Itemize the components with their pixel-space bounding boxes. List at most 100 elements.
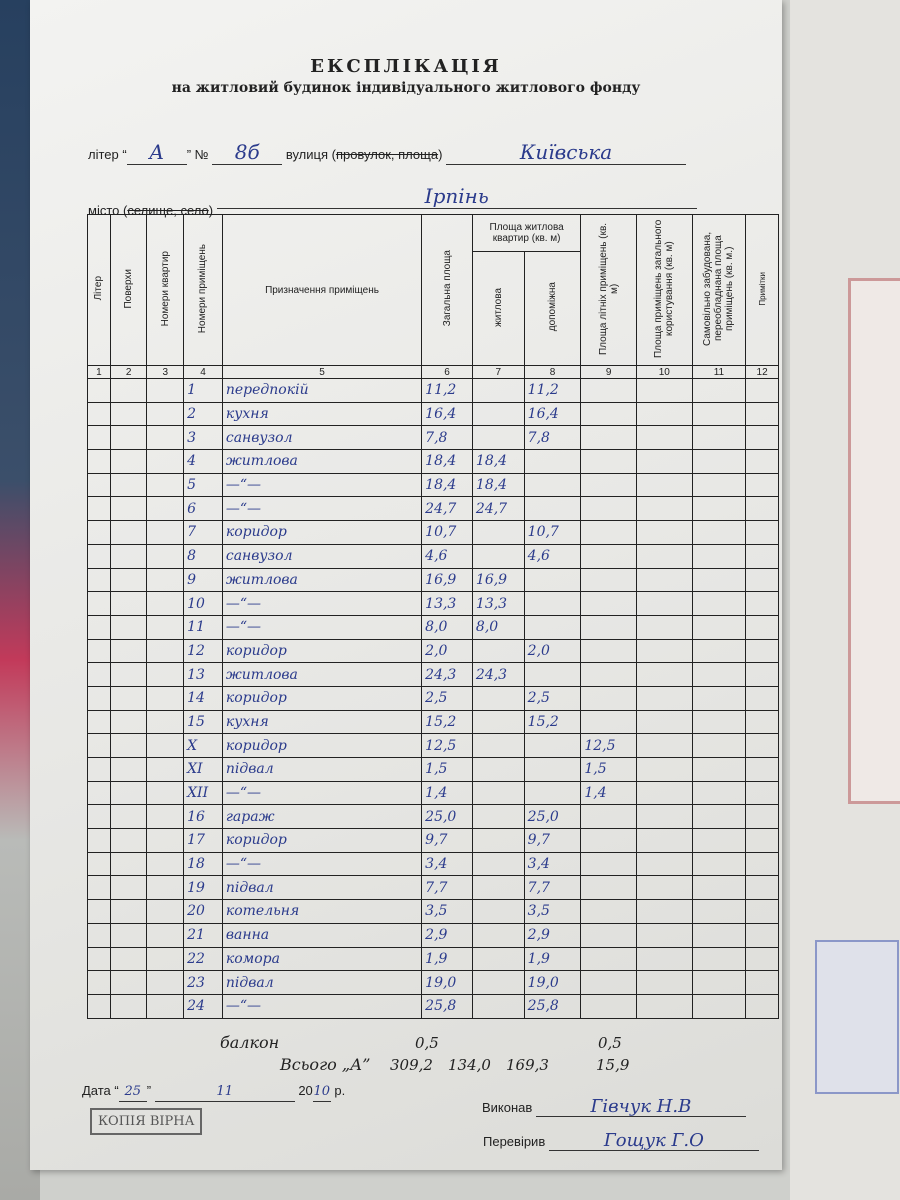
room-number: 12 <box>183 638 223 664</box>
empty-cell <box>87 496 111 522</box>
living-area <box>471 543 525 569</box>
empty-cell <box>691 875 747 901</box>
checked-label: Перевірив <box>483 1134 546 1149</box>
empty-cell <box>109 993 148 1019</box>
empty-cell <box>87 709 111 735</box>
empty-cell <box>87 922 111 948</box>
empty-cell <box>691 899 747 924</box>
room-purpose: кухня <box>221 709 423 735</box>
empty-cell <box>87 946 111 972</box>
empty-cell <box>109 733 148 758</box>
summer-area <box>580 638 638 664</box>
year-prefix: 20 <box>298 1083 313 1098</box>
empty-cell <box>109 899 148 924</box>
room-purpose: —“— <box>221 614 423 640</box>
summer-area <box>580 899 638 924</box>
empty-cell <box>691 804 747 830</box>
total-area: 8,0 <box>421 614 473 640</box>
year-value: 10 <box>312 1083 331 1102</box>
room-number: 15 <box>183 709 223 735</box>
date-label: Дата “ <box>82 1083 119 1098</box>
empty-cell <box>87 993 111 1019</box>
living-area <box>471 970 525 995</box>
empty-cell <box>745 378 779 403</box>
empty-cell <box>636 757 693 782</box>
empty-cell <box>109 709 148 735</box>
empty-cell <box>636 780 693 806</box>
total-area: 10,7 <box>421 520 473 545</box>
living-area <box>471 685 525 711</box>
col-header: Площа літніх приміщень (кв. м) <box>580 214 638 366</box>
table-row: 1 передпокій 11,2 11,2 <box>87 378 779 403</box>
empty-cell <box>636 946 693 972</box>
room-purpose: передпокій <box>221 378 423 403</box>
living-area: 16,9 <box>471 567 525 593</box>
empty-cell <box>636 828 693 853</box>
empty-cell <box>87 472 111 498</box>
auxiliary-area: 7,7 <box>523 875 582 901</box>
empty-cell <box>109 685 148 711</box>
auxiliary-area: 1,9 <box>523 946 582 972</box>
empty-cell <box>691 828 747 853</box>
empty-cell <box>87 733 111 758</box>
auxiliary-area: 19,0 <box>523 970 582 995</box>
table-row: 8 санвузол 4,6 4,6 <box>87 543 779 569</box>
total-area: 9,7 <box>421 828 473 853</box>
empty-cell <box>87 757 111 782</box>
empty-cell <box>745 946 779 972</box>
table-row: 11 —“— 8,0 8,0 <box>87 614 779 640</box>
date-month: 11 <box>154 1083 295 1102</box>
empty-cell <box>745 828 779 853</box>
empty-cell <box>691 709 747 735</box>
checked-by: Перевірив Гощук Г.О <box>483 1132 759 1151</box>
room-number: 22 <box>183 946 223 972</box>
empty-cell <box>146 496 185 522</box>
living-area <box>471 378 525 403</box>
auxiliary-area <box>523 733 582 758</box>
empty-cell <box>146 567 185 593</box>
table-row: 12 коридор 2,0 2,0 <box>87 638 779 664</box>
date-quote: ” <box>146 1083 152 1098</box>
total-area: 13,3 <box>421 591 473 616</box>
empty-cell <box>636 899 693 924</box>
copy-certified-stamp: КОПІЯ ВІРНА <box>90 1108 203 1135</box>
city-label-end: ) <box>208 203 214 218</box>
empty-cell <box>87 662 111 687</box>
auxiliary-area: 4,6 <box>523 543 582 569</box>
total-area: 4,6 <box>421 543 473 569</box>
number-value: 8б <box>212 140 283 165</box>
table-row: XI підвал 1,5 1,5 <box>87 757 779 782</box>
empty-cell <box>636 804 693 830</box>
auxiliary-area: 10,7 <box>523 520 582 545</box>
empty-cell <box>146 378 185 403</box>
table-row: XII —“— 1,4 1,4 <box>87 780 779 806</box>
living-area <box>471 757 525 782</box>
empty-cell <box>636 638 693 664</box>
living-area <box>471 875 525 901</box>
room-purpose: —“— <box>221 780 423 806</box>
table-row: 7 коридор 10,7 10,7 <box>87 520 779 545</box>
table-row: 20 котельня 3,5 3,5 <box>87 899 779 924</box>
total-area: 16,9 <box>421 567 473 593</box>
summer-area <box>580 472 638 498</box>
empty-cell <box>109 757 148 782</box>
empty-cell <box>146 899 185 924</box>
table-row: 4 житлова 18,4 18,4 <box>87 449 779 474</box>
date-line: Дата “25” 11 2010 р. <box>82 1082 345 1102</box>
auxiliary-area <box>523 780 582 806</box>
total-area: 1,9 <box>421 946 473 972</box>
summer-area <box>580 401 638 427</box>
checked-signature: Гощук Г.О <box>548 1132 759 1151</box>
column-number: 7 <box>471 365 525 379</box>
empty-cell <box>745 685 779 711</box>
auxiliary-area <box>523 496 582 522</box>
empty-cell <box>636 851 693 877</box>
empty-cell <box>87 520 111 545</box>
table-row: 24 —“— 25,8 25,8 <box>87 993 779 1019</box>
empty-cell <box>691 780 747 806</box>
auxiliary-area <box>523 567 582 593</box>
empty-cell <box>87 685 111 711</box>
room-purpose: коридор <box>221 733 423 758</box>
living-area <box>471 946 525 972</box>
living-area <box>471 899 525 924</box>
